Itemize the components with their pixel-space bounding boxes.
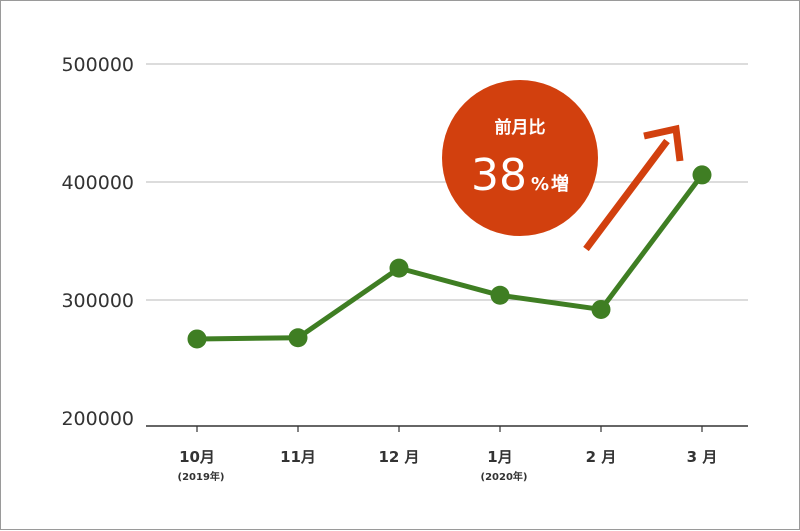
- data-point: [288, 328, 308, 348]
- data-point: [591, 299, 611, 319]
- x-tick-label: 11月: [280, 448, 316, 466]
- y-axis-ticks: 200000 300000 400000 500000: [61, 54, 134, 430]
- series-line-group: [187, 165, 712, 349]
- y-tick-label: 400000: [61, 172, 134, 194]
- x-tick-label: 3 月: [687, 448, 718, 466]
- x-axis: [146, 425, 748, 432]
- badge-value: 38% 増: [471, 150, 569, 201]
- data-point: [187, 329, 207, 349]
- growth-badge: [442, 80, 598, 236]
- data-point: [389, 258, 409, 278]
- x-tick-sublabel: (2019年): [178, 470, 225, 483]
- x-tick-label: 12 月: [378, 448, 419, 466]
- badge-percent: %: [531, 174, 549, 195]
- y-tick-label: 500000: [61, 54, 134, 76]
- x-tick-sublabel: (2020年): [481, 470, 528, 483]
- growth-annotation: 前月比 38% 増: [442, 80, 684, 252]
- series-line: [196, 173, 704, 342]
- data-point: [692, 165, 712, 185]
- badge-word: 増: [551, 173, 569, 195]
- data-point: [490, 285, 510, 305]
- x-tick-label: 1月: [487, 448, 512, 466]
- x-axis-labels: 10月 11月 12 月 1月 2 月 3 月 (2019年) (2020年): [178, 448, 718, 483]
- x-tick-label: 2 月: [586, 448, 617, 466]
- y-tick-label: 200000: [61, 408, 134, 430]
- badge-number: 38: [471, 150, 527, 201]
- x-tick-label: 10月: [179, 448, 215, 466]
- up-arrow-icon: [583, 124, 684, 252]
- y-tick-label: 300000: [61, 290, 134, 312]
- badge-title: 前月比: [495, 117, 546, 138]
